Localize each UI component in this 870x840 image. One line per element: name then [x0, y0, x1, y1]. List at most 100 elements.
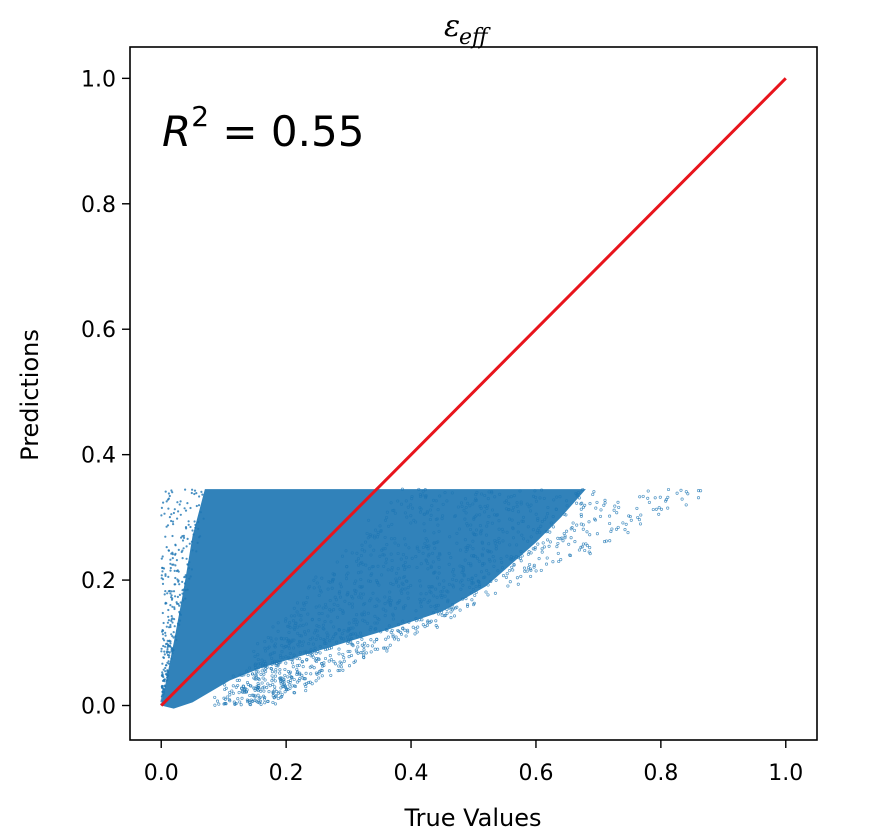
scatter-point	[189, 575, 192, 578]
scatter-point	[309, 672, 313, 676]
scatter-point	[314, 637, 318, 641]
scatter-point	[278, 676, 282, 680]
scatter-point	[400, 581, 404, 585]
scatter-point	[511, 568, 515, 572]
scatter-point	[355, 551, 359, 555]
scatter-point	[194, 523, 197, 527]
scatter-point	[272, 644, 276, 648]
scatter-point	[262, 689, 266, 693]
scatter-point	[328, 654, 332, 658]
scatter-point	[314, 628, 318, 632]
scatter-point	[339, 585, 343, 589]
scatter-point	[440, 610, 444, 614]
scatter-point	[319, 590, 323, 594]
scatter-point	[470, 581, 474, 585]
scatter-point	[647, 500, 651, 504]
scatter-point	[175, 638, 178, 641]
scatter-point	[348, 638, 353, 642]
scatter-point	[171, 652, 174, 655]
scatter-point	[201, 493, 204, 496]
scatter-point	[519, 500, 523, 504]
scatter-point	[629, 518, 633, 522]
scatter-point	[587, 520, 591, 524]
scatter-point	[335, 640, 339, 644]
scatter-point	[414, 555, 418, 559]
scatter-point	[433, 546, 437, 550]
scatter-point	[565, 529, 569, 533]
scatter-point	[425, 510, 429, 514]
scatter-point	[362, 648, 366, 652]
scatter-point	[391, 633, 395, 637]
scatter-point	[617, 505, 621, 509]
scatter-point	[199, 511, 202, 514]
scatter-point	[405, 515, 409, 519]
scatter-point	[176, 501, 179, 504]
scatter-point	[161, 697, 164, 700]
scatter-point	[331, 572, 335, 576]
scatter-point	[382, 564, 386, 568]
scatter-point	[393, 511, 397, 515]
scatter-point	[356, 571, 361, 575]
scatter-point	[429, 604, 433, 608]
scatter-point	[345, 635, 350, 639]
scatter-point	[414, 609, 418, 613]
scatter-point	[426, 561, 430, 565]
scatter-point	[364, 563, 368, 567]
scatter-point	[545, 556, 549, 560]
scatter-point	[592, 517, 597, 521]
scatter-point	[288, 626, 292, 630]
scatter-point	[197, 527, 200, 531]
scatter-point	[332, 625, 336, 629]
scatter-point	[396, 543, 400, 547]
scatter-point	[280, 644, 284, 648]
scatter-point	[359, 634, 363, 638]
scatter-point	[168, 494, 171, 498]
scatter-point	[480, 541, 485, 545]
scatter-point	[164, 573, 167, 576]
scatter-point	[414, 617, 418, 621]
scatter-point	[588, 502, 592, 506]
y-tick-label: 0.8	[81, 193, 116, 218]
scatter-point	[549, 521, 553, 525]
scatter-point	[183, 576, 186, 579]
scatter-point	[166, 674, 170, 678]
scatter-point	[533, 547, 537, 551]
scatter-point	[396, 623, 401, 627]
scatter-point	[378, 524, 382, 528]
scatter-point	[358, 585, 362, 589]
scatter-point	[317, 593, 321, 598]
scatter-point	[512, 562, 516, 567]
scatter-point	[193, 520, 196, 523]
scatter-point	[248, 666, 252, 670]
scatter-point	[497, 519, 501, 523]
scatter-point	[579, 502, 583, 506]
scatter-point	[540, 547, 544, 551]
scatter-point	[164, 645, 167, 648]
scatter-point	[351, 644, 355, 648]
scatter-point	[286, 640, 290, 644]
scatter-point	[664, 498, 668, 502]
scatter-point	[356, 645, 360, 649]
scatter-point	[344, 573, 349, 577]
scatter-point	[166, 670, 169, 673]
scatter-point	[170, 596, 173, 599]
scatter-point	[230, 689, 234, 693]
scatter-point	[493, 538, 497, 543]
scatter-point	[373, 528, 378, 532]
scatter-point	[479, 532, 483, 536]
scatter-point	[471, 547, 475, 551]
scatter-point	[163, 512, 166, 515]
scatter-point	[238, 673, 242, 677]
scatter-point	[199, 535, 202, 538]
scatter-point	[182, 599, 185, 602]
scatter-point	[399, 557, 403, 561]
scatter-point	[543, 517, 547, 522]
scatter-point	[429, 564, 433, 568]
scatter-point	[437, 612, 441, 616]
scatter-point	[255, 687, 259, 691]
scatter-point	[482, 562, 486, 566]
scatter-point	[425, 539, 430, 543]
scatter-point	[167, 619, 170, 622]
scatter-point	[360, 643, 364, 647]
scatter-point	[177, 580, 180, 583]
